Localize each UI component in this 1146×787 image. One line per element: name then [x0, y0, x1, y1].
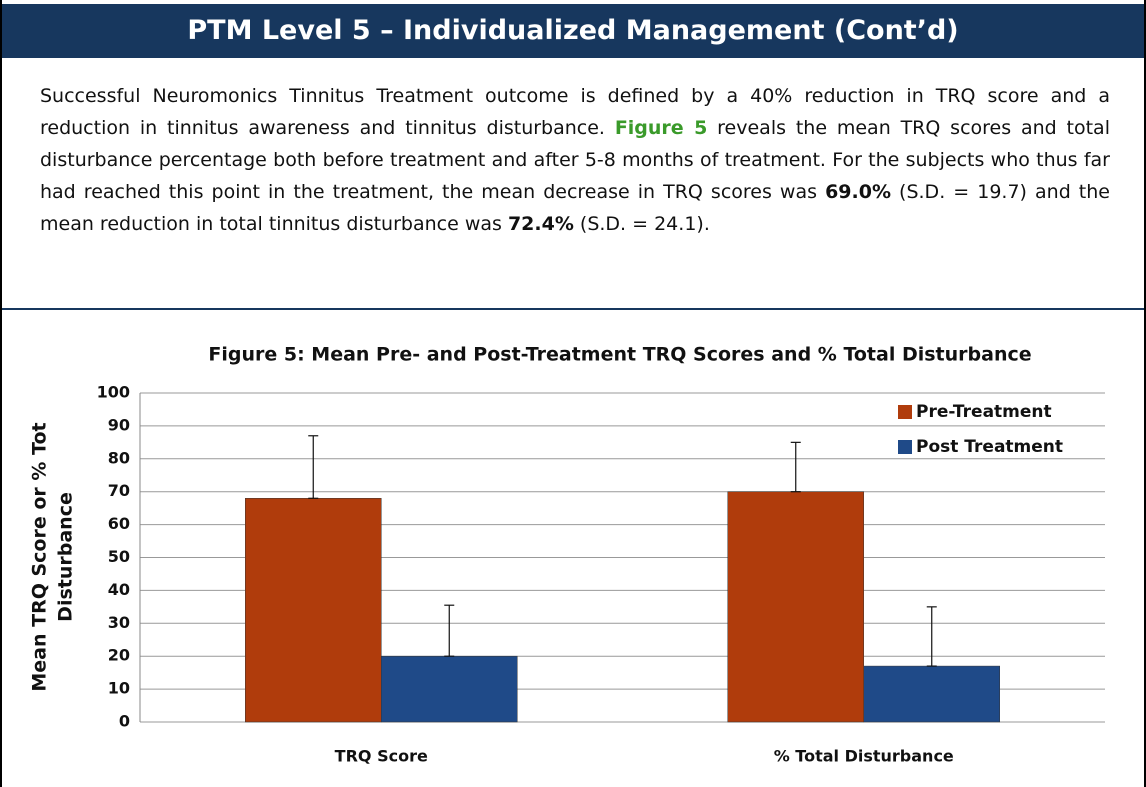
- paragraph: Successful Neuromonics Tinnitus Treatmen…: [40, 80, 1110, 240]
- separator: [2, 308, 1144, 310]
- y-tick-label: 60: [108, 514, 130, 533]
- x-tick-label: TRQ Score: [335, 747, 428, 766]
- y-tick-label: 20: [108, 646, 130, 665]
- bar: [381, 655, 518, 723]
- legend-swatch: [898, 440, 912, 454]
- bar: [863, 665, 1000, 723]
- text: (S.D. = 24.1).: [573, 213, 710, 235]
- chart-title: Figure 5: Mean Pre- and Post-Treatment T…: [208, 344, 1031, 366]
- y-tick-label: 90: [108, 415, 130, 434]
- y-axis-label: Disturbance: [55, 492, 77, 622]
- y-tick-label: 100: [97, 383, 130, 402]
- legend-swatch: [898, 405, 912, 419]
- y-tick-label: 40: [108, 580, 130, 599]
- figure-ref: Figure 5: [614, 117, 708, 139]
- bar: [245, 498, 382, 723]
- y-tick-label: 0: [119, 712, 130, 731]
- text: Successful Neuromonics Tinnitus Treatmen…: [40, 85, 1110, 139]
- y-tick-label: 70: [108, 481, 130, 500]
- text: reveals the mean TRQ scores and total di…: [40, 117, 1110, 203]
- text: (S.D. = 19.7) and the mean reduction in …: [40, 181, 1110, 235]
- y-tick-label: 10: [108, 679, 130, 698]
- legend-label: Post Treatment: [916, 437, 1063, 457]
- y-tick-label: 30: [108, 613, 130, 632]
- y-tick-label: 80: [108, 448, 130, 467]
- stat: 72.4%: [507, 213, 574, 235]
- y-axis-label: Mean TRQ Score or % Tot: [29, 422, 51, 691]
- header-title: PTM Level 5 – Individualized Management …: [2, 4, 1144, 58]
- x-tick-label: % Total Disturbance: [774, 747, 954, 766]
- bar: [727, 491, 864, 723]
- stat: 69.0%: [825, 181, 891, 203]
- y-tick-label: 50: [108, 547, 130, 566]
- legend-label: Pre-Treatment: [916, 402, 1052, 422]
